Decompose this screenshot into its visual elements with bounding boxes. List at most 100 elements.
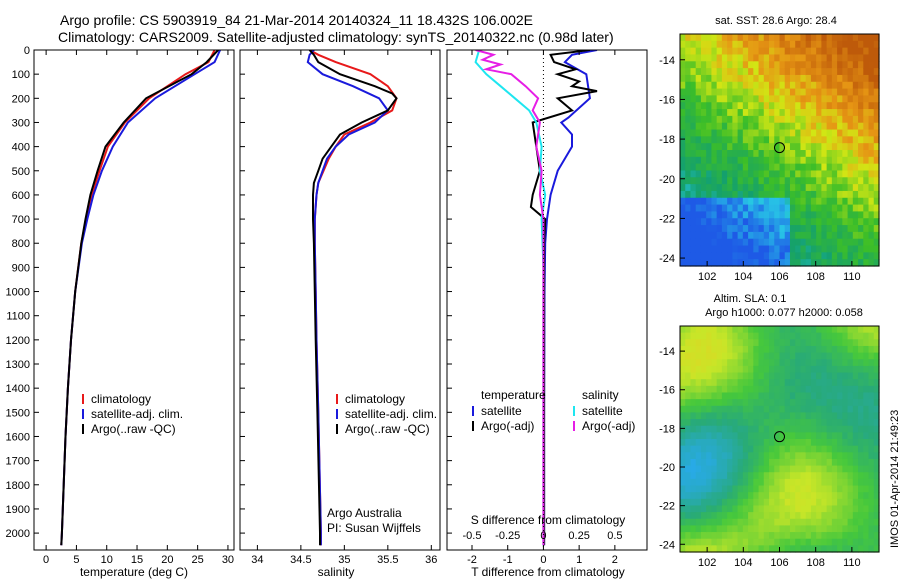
sst-map-cell	[842, 197, 849, 206]
sla-map-cell	[758, 538, 765, 546]
sla-map-cell	[737, 532, 744, 540]
sla-map-cell	[774, 518, 781, 527]
sst-map-cell	[716, 211, 723, 219]
sst-map-cell	[732, 225, 739, 233]
sst-map-cell	[685, 225, 692, 233]
temperature-ytick-label: 0	[24, 45, 30, 57]
sst-map-cell	[685, 40, 692, 49]
sst-map-cell	[748, 204, 754, 213]
sla-map-cell	[784, 518, 791, 527]
sla-map-cell	[774, 472, 781, 480]
sst-map-cell	[826, 252, 833, 260]
sla-map-cell	[847, 478, 854, 487]
sla-map-cell	[847, 345, 854, 354]
sst-map-cell	[795, 238, 802, 247]
sst-map-cell	[758, 68, 765, 76]
sla-map-cell	[800, 492, 807, 500]
sla-map-cell	[763, 405, 770, 414]
sst-map-cell	[748, 47, 754, 56]
sst-map-cell	[868, 259, 875, 267]
sla-map-cell	[852, 478, 859, 487]
sla-map-cell	[837, 365, 843, 374]
sla-map-cell	[852, 545, 859, 553]
sst-map-cell	[800, 54, 807, 62]
sla-map-cell	[810, 339, 817, 347]
sst-map-cell	[758, 211, 765, 219]
sst-map-cell	[695, 95, 702, 103]
sla-map-cell	[680, 352, 686, 360]
sla-map-cell	[816, 372, 822, 380]
sla-map-cell	[873, 458, 880, 467]
sst-map-cell	[716, 184, 723, 192]
sst-map-cell	[779, 122, 786, 131]
sst-map-cell	[795, 40, 802, 49]
sst-map-cell	[826, 40, 833, 49]
sla-map-cell	[863, 525, 870, 533]
sla-map-cell	[805, 425, 812, 433]
sla-map-cell	[737, 478, 744, 487]
sst-map-cell	[774, 122, 781, 131]
sla-map-cell	[727, 339, 733, 347]
sla-map-cell	[831, 365, 838, 374]
sst-map-cell	[695, 177, 702, 185]
sst-map-cell	[716, 61, 723, 69]
sla-map-cell	[695, 452, 702, 460]
sla-map-cell	[789, 432, 796, 440]
sla-map-cell	[721, 532, 728, 540]
sla-map-cell	[706, 352, 713, 360]
sla-map-cell	[758, 405, 765, 414]
sst-map-cell	[695, 238, 702, 247]
sst-map-cell	[748, 238, 754, 247]
sst-map-cell	[873, 177, 880, 185]
sst-map-cell	[816, 204, 822, 213]
sla-map-cell	[711, 432, 718, 440]
sst-map-cell	[847, 170, 854, 178]
sla-map-cell	[763, 465, 770, 473]
sla-map-cell	[706, 445, 713, 453]
sla-map-cell	[831, 505, 838, 513]
sst-map-cell	[784, 204, 791, 213]
sst-map-ytick-label: -20	[659, 174, 675, 186]
sst-map-cell	[842, 61, 849, 69]
sla-map-cell	[680, 419, 686, 427]
sla-map-cell	[816, 385, 822, 394]
sla-map-cell	[748, 439, 754, 447]
sst-map-cell	[737, 115, 744, 124]
sla-map-cell	[800, 379, 807, 387]
sla-map-cell	[837, 419, 843, 427]
sla-map-cell	[742, 412, 749, 420]
sla-map-cell	[716, 532, 723, 540]
sla-map-cell	[753, 478, 760, 487]
sst-map-cell	[789, 102, 796, 110]
sst-map-cell	[847, 245, 854, 253]
sst-map-cell	[779, 170, 786, 178]
sla-map-cell	[711, 525, 718, 533]
sst-map-cell	[837, 68, 843, 76]
sst-map-cell	[737, 136, 744, 144]
sla-map-cell	[795, 412, 802, 420]
sla-map-cell	[758, 439, 765, 447]
sst-map-cell	[680, 34, 686, 42]
sla-map-cell	[774, 392, 781, 400]
difference-xtick-label: -2	[467, 554, 477, 566]
sst-map-cell	[837, 61, 843, 69]
sla-map-cell	[716, 458, 723, 467]
sst-map-cell	[789, 156, 796, 165]
sst-map-cell	[826, 163, 833, 172]
sst-map-cell	[695, 115, 702, 124]
sla-map-cell	[753, 359, 760, 367]
sla-map-cell	[711, 538, 718, 546]
sla-map-cell	[727, 538, 733, 546]
sla-map-cell	[784, 425, 791, 433]
sla-map-cell	[695, 399, 702, 407]
sla-map-cell	[737, 379, 744, 387]
sst-map-cell	[784, 47, 791, 56]
sst-map-cell	[695, 156, 702, 165]
sla-map-cell	[769, 478, 775, 487]
sla-map-cell	[831, 399, 838, 407]
sst-map-cell	[784, 143, 791, 151]
sst-map-cell	[863, 40, 870, 49]
sla-map-cell	[695, 498, 702, 507]
sst-map-cell	[685, 197, 692, 206]
sla-map-cell	[742, 452, 749, 460]
